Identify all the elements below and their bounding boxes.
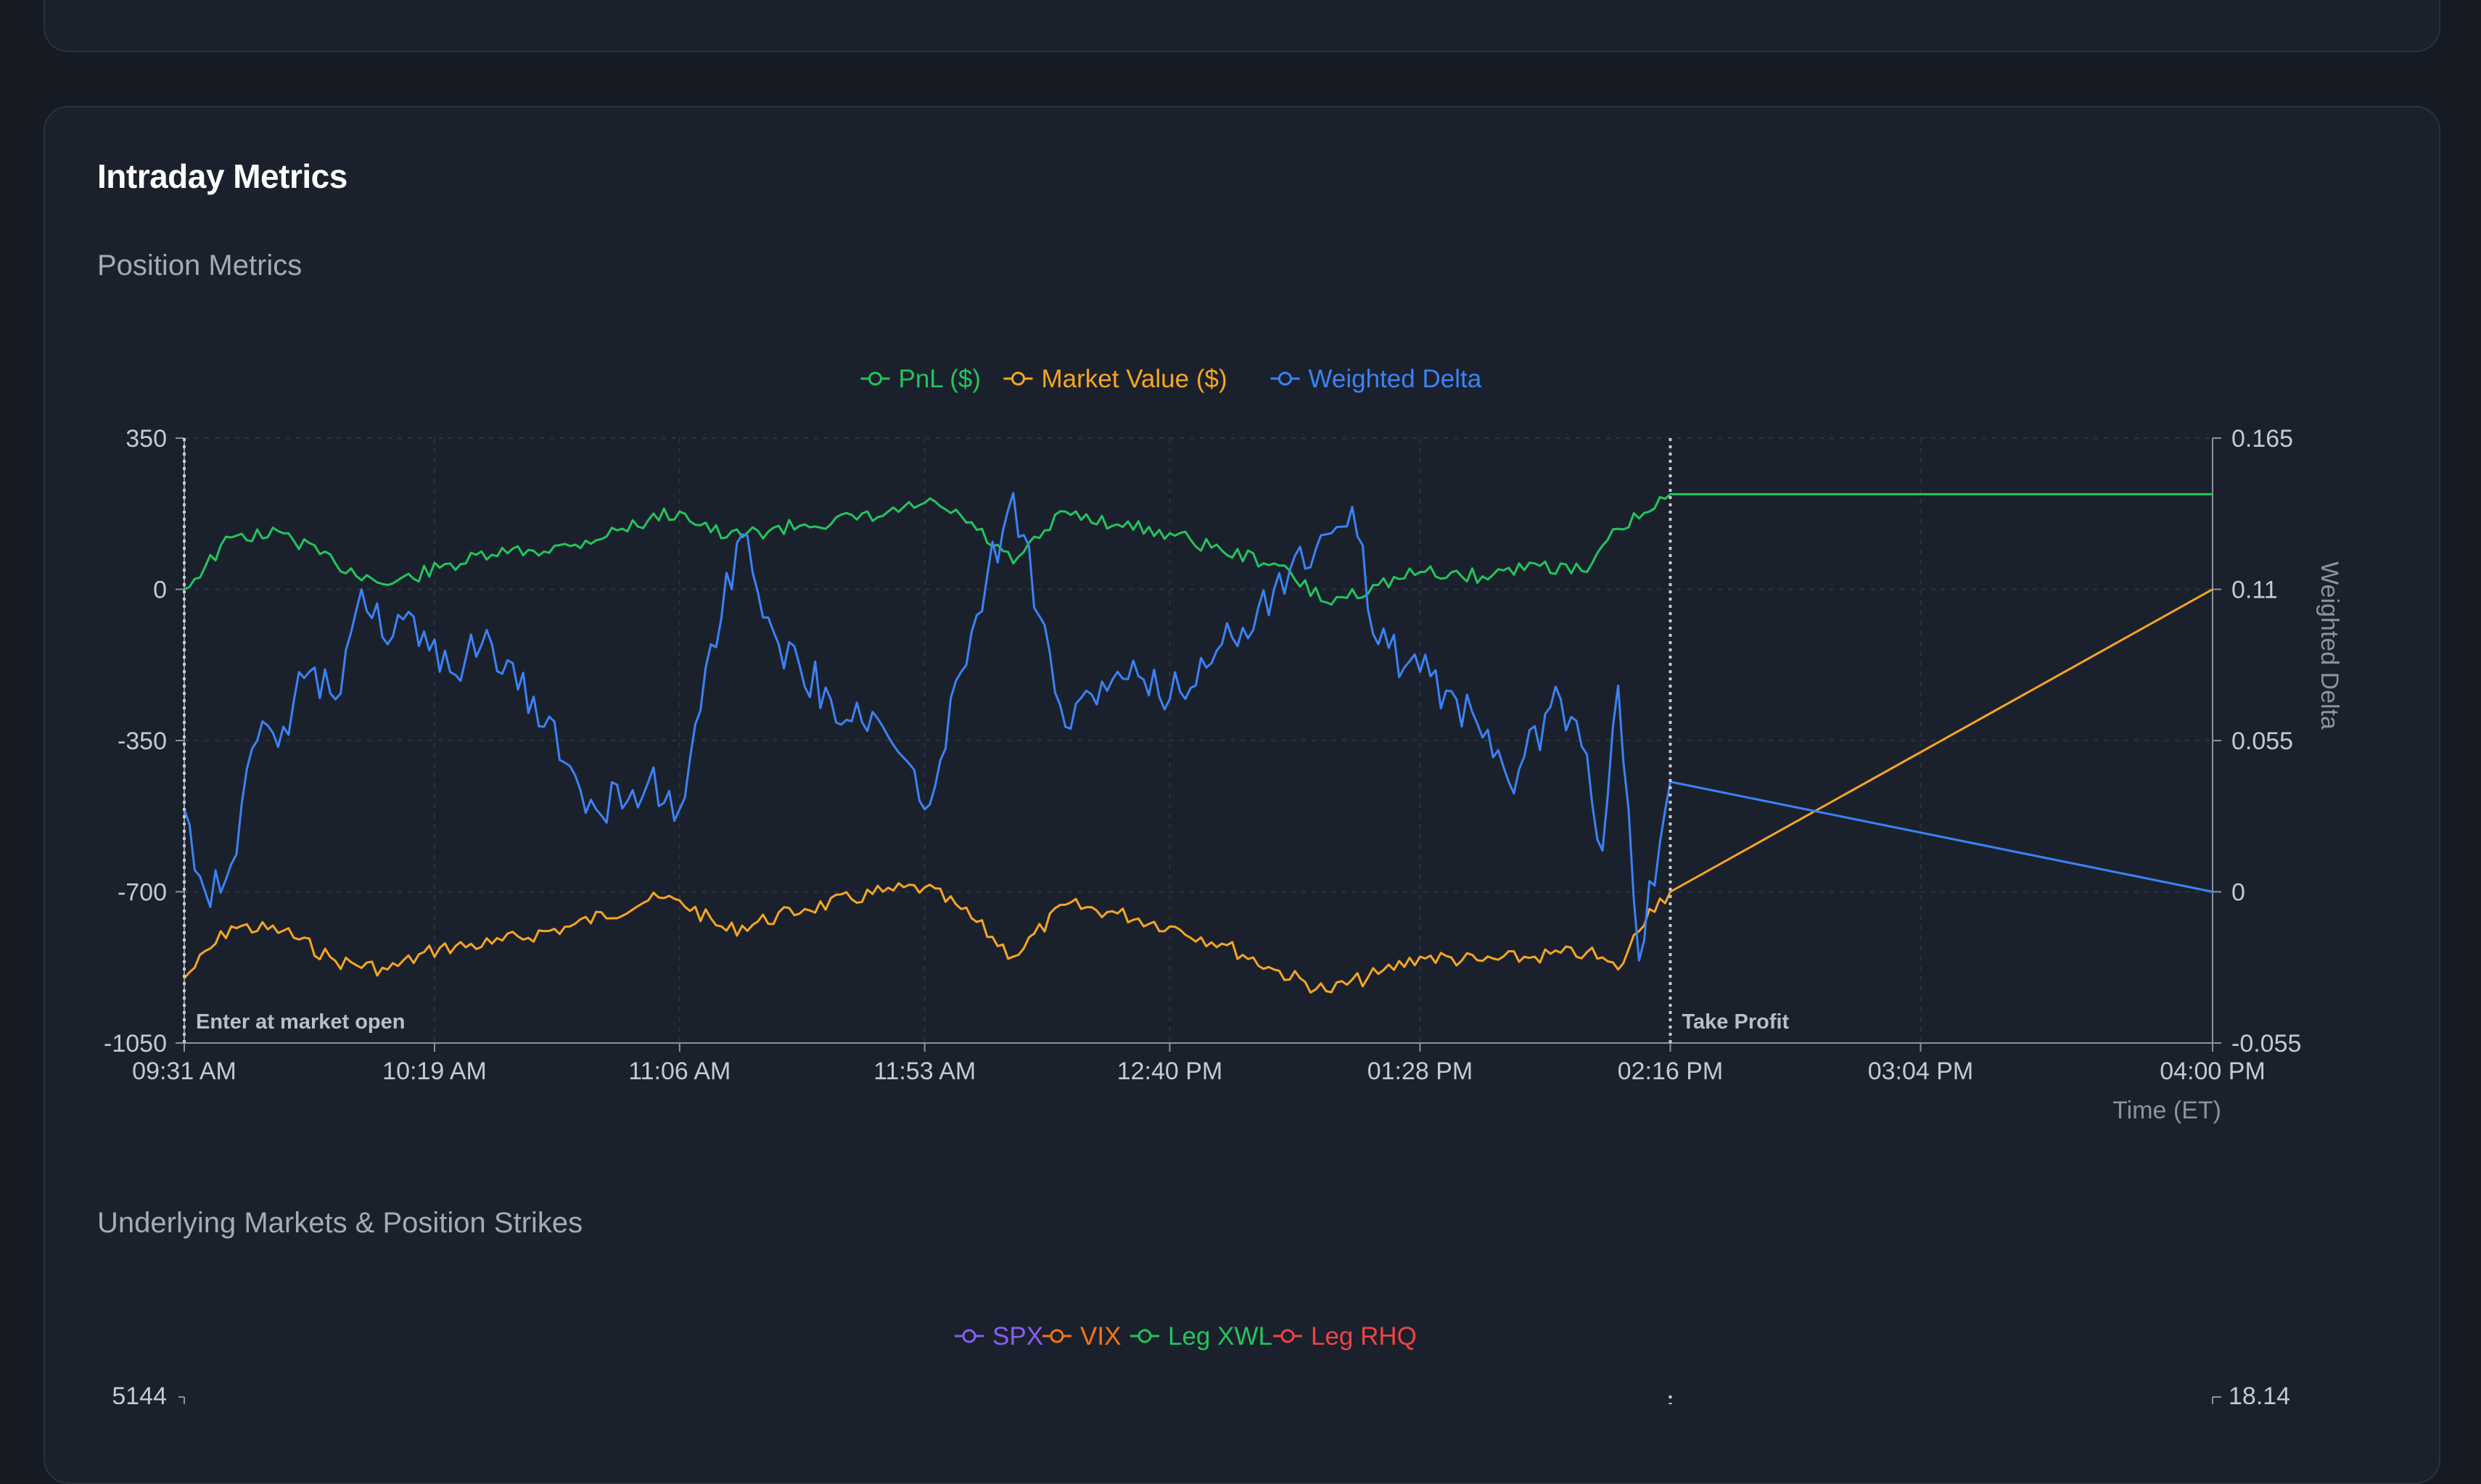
y-tick-label-left: 350 [126, 425, 167, 453]
legend-swatch-marker [1050, 1329, 1064, 1343]
series-line-pnl [184, 492, 2213, 606]
legend-label: Leg RHQ [1311, 1322, 1417, 1351]
y2-tick-label-right: 0 [2231, 879, 2245, 907]
series-line-weighted-delta [183, 492, 2213, 962]
y2-tick-label-right: 0.11 [2231, 577, 2278, 604]
y-tick-label-left: 0 [153, 577, 167, 604]
position-metrics-title: Position Metrics [97, 250, 303, 281]
annotation-label: Take Profit [1682, 1010, 1789, 1034]
x-tick-label: 04:00 PM [2160, 1058, 2266, 1085]
y2-tick-label-right: -0.055 [2231, 1030, 2301, 1058]
y-tick-label-left: -350 [118, 727, 167, 755]
previous-card [44, 0, 2440, 52]
x-tick-label: 11:06 AM [628, 1058, 731, 1085]
underlying-markets-legend: SPX VIX Leg XWL Leg RHQ [955, 1322, 1417, 1351]
position-metrics-legend-item: Weighted Delta [1270, 365, 1482, 393]
position-metrics-legend: PnL ($) Market Value ($) Weighted Delta [860, 365, 1482, 393]
series-line-market-value [183, 588, 2213, 994]
card-title: Intraday Metrics [97, 157, 347, 195]
y-tick-label-left: -700 [118, 879, 167, 907]
position-metrics-legend-item: Market Value ($) [1003, 365, 1227, 393]
chart-grid [184, 437, 2213, 1044]
underlying-markets-legend-item: SPX [955, 1322, 1043, 1351]
legend-swatch-marker [1280, 1329, 1295, 1343]
x-axis-title: Time (ET) [2112, 1097, 2221, 1124]
y-tick-label-left: -1050 [104, 1030, 167, 1058]
y2-tick-label-right: 0.165 [2231, 425, 2293, 453]
x-tick-label: 10:19 AM [382, 1058, 487, 1085]
legend-label: SPX [992, 1322, 1043, 1351]
underlying-markets-legend-item: Leg XWL [1130, 1322, 1272, 1351]
legend-label: VIX [1080, 1322, 1121, 1351]
chart2-y2-tick-label-right: 18.14 [2229, 1382, 2290, 1404]
legend-swatch-marker [962, 1329, 976, 1343]
legend-swatch-marker [1011, 371, 1025, 386]
y2-axis-title: Weighted Delta [2316, 561, 2343, 730]
y2-tick-label-right: 0.055 [2231, 727, 2293, 755]
x-tick-label: 12:40 PM [1117, 1058, 1223, 1085]
x-tick-label: 02:16 PM [1618, 1058, 1724, 1085]
x-tick-label: 11:53 AM [873, 1058, 976, 1085]
legend-label: Leg XWL [1168, 1322, 1272, 1351]
x-tick-label: 09:31 AM [132, 1058, 236, 1085]
legend-label: Weighted Delta [1309, 365, 1482, 393]
intraday-metrics-card [44, 106, 2440, 1484]
chart-area: 350 0 -350 -700 -1050 0.165 0.11 0.055 0 -0.055 09… [104, 365, 2343, 1404]
legend-swatch-marker [868, 371, 882, 386]
legend-label: Market Value ($) [1042, 365, 1227, 393]
annotation-label: Enter at market open [196, 1010, 405, 1034]
position-metrics-legend-item: PnL ($) [860, 365, 981, 393]
underlying-markets-legend-item: VIX [1042, 1322, 1121, 1351]
legend-swatch-marker [1137, 1329, 1152, 1343]
legend-swatch-marker [1278, 371, 1292, 386]
x-tick-label: 01:28 PM [1367, 1058, 1473, 1085]
underlying-markets-title: Underlying Markets & Position Strikes [97, 1207, 583, 1239]
underlying-markets-legend-item: Leg RHQ [1273, 1322, 1417, 1351]
legend-label: PnL ($) [899, 365, 981, 393]
x-tick-label: 03:04 PM [1868, 1058, 1974, 1085]
chart2-y-tick-label-left: 5144 [112, 1382, 167, 1404]
